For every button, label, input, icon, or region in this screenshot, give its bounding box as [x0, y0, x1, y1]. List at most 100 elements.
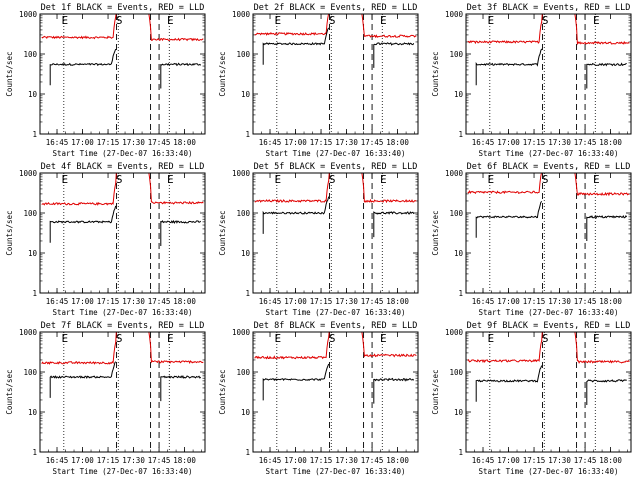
y-tick-label: 1 [458, 130, 463, 139]
y-tick-label: 1000 [445, 10, 464, 19]
x-tick-label: 17:45 [148, 138, 171, 147]
event-marker-label: S [116, 173, 123, 186]
x-tick-label: 17:30 [122, 297, 145, 306]
y-tick-label: 100 [23, 368, 37, 377]
x-tick-label: 18:00 [173, 138, 196, 147]
x-axis-label: Start Time (27-Dec-07 16:33:40) [53, 467, 193, 476]
lld-series-line [41, 332, 204, 365]
events-series-line [49, 361, 117, 398]
event-marker-label: S [329, 14, 336, 27]
x-tick-label: 18:00 [173, 297, 196, 306]
x-tick-label: 17:15 [523, 138, 546, 147]
x-tick-label: 18:00 [599, 456, 622, 465]
x-tick-label: 16:45 [259, 456, 282, 465]
panel-title: Det 2f BLACK = Events, RED = LLD [254, 3, 418, 13]
event-marker-label: E [593, 332, 600, 345]
panel-title: Det 6f BLACK = Events, RED = LLD [467, 162, 631, 172]
plot-frame [465, 172, 632, 294]
panel-title: Det 3f BLACK = Events, RED = LLD [467, 3, 631, 13]
x-tick-label: 17:15 [310, 138, 333, 147]
x-tick-label: 17:30 [548, 456, 571, 465]
events-series-line [373, 211, 415, 238]
plot-frame [465, 13, 632, 135]
y-tick-label: 1 [245, 130, 250, 139]
x-tick-label: 17:30 [122, 456, 145, 465]
x-tick-label: 17:45 [148, 456, 171, 465]
event-marker-label: E [380, 173, 387, 186]
x-tick-label: 16:45 [46, 456, 69, 465]
x-tick-label: 17:45 [148, 297, 171, 306]
x-tick-label: 17:15 [310, 456, 333, 465]
x-tick-label: 17:30 [548, 138, 571, 147]
y-tick-label: 10 [241, 90, 251, 99]
y-tick-label: 100 [236, 368, 250, 377]
x-axis-label: Start Time (27-Dec-07 16:33:40) [479, 308, 619, 317]
event-marker-label: S [542, 332, 549, 345]
event-marker-label: E [62, 332, 69, 345]
x-tick-label: 18:00 [599, 138, 622, 147]
events-series-line [373, 377, 415, 404]
y-tick-label: 100 [236, 209, 250, 218]
y-tick-label: 1 [245, 289, 250, 298]
x-tick-label: 17:45 [361, 138, 384, 147]
x-tick-label: 17:00 [497, 297, 520, 306]
plot-panel: Det 8f BLACK = Events, RED = LLD Counts/s… [218, 321, 419, 476]
y-tick-label: 1 [32, 289, 37, 298]
event-marker-label: E [167, 332, 174, 345]
events-series-line [586, 214, 628, 241]
y-axis-label: Counts/sec [218, 369, 227, 414]
y-tick-label: 1 [32, 130, 37, 139]
event-marker-label: E [275, 14, 282, 27]
events-series-line [373, 42, 415, 68]
x-tick-label: 17:15 [97, 456, 120, 465]
plot-frame [39, 331, 206, 453]
x-tick-label: 17:00 [497, 138, 520, 147]
event-marker-label: S [329, 332, 336, 345]
x-tick-label: 18:00 [386, 297, 409, 306]
y-tick-label: 100 [449, 50, 463, 59]
y-tick-label: 10 [454, 408, 464, 417]
plot-frame [252, 13, 419, 135]
x-tick-label: 17:30 [335, 297, 358, 306]
y-tick-label: 1000 [19, 328, 38, 337]
event-marker-label: E [167, 14, 174, 27]
events-series-line [160, 375, 202, 402]
event-marker-label: E [275, 332, 282, 345]
x-tick-label: 17:30 [335, 138, 358, 147]
y-axis-label: Counts/sec [218, 210, 227, 255]
y-tick-label: 1000 [19, 169, 38, 178]
events-series-line [49, 205, 117, 243]
plot-frame [465, 331, 632, 453]
x-tick-label: 17:15 [523, 297, 546, 306]
plot-panel: Det 4f BLACK = Events, RED = LLD Counts/s… [5, 162, 206, 317]
events-series-line [160, 219, 202, 246]
x-tick-label: 17:45 [574, 297, 597, 306]
y-axis-label: Counts/sec [431, 210, 440, 255]
x-tick-label: 18:00 [173, 456, 196, 465]
y-axis-label: Counts/sec [5, 369, 14, 414]
panel-title: Det 4f BLACK = Events, RED = LLD [41, 162, 205, 172]
y-axis-label: Counts/sec [5, 210, 14, 255]
lld-series-line [467, 14, 630, 46]
x-tick-label: 17:45 [361, 297, 384, 306]
event-marker-label: E [593, 173, 600, 186]
x-tick-label: 17:00 [284, 138, 307, 147]
event-marker-label: E [167, 173, 174, 186]
y-tick-label: 1 [245, 448, 250, 457]
x-tick-label: 17:00 [71, 297, 94, 306]
events-series-line [586, 62, 627, 89]
x-tick-label: 18:00 [386, 456, 409, 465]
y-tick-label: 1 [458, 289, 463, 298]
x-tick-label: 16:45 [472, 138, 495, 147]
x-tick-label: 17:45 [574, 456, 597, 465]
plot-frame [252, 331, 419, 453]
x-axis-label: Start Time (27-Dec-07 16:33:40) [53, 149, 193, 158]
event-marker-label: E [275, 173, 282, 186]
x-tick-label: 17:00 [284, 297, 307, 306]
event-marker-label: E [488, 173, 495, 186]
y-tick-label: 1000 [445, 328, 464, 337]
y-tick-label: 100 [236, 50, 250, 59]
event-marker-label: E [380, 14, 387, 27]
event-marker-label: E [488, 14, 495, 27]
